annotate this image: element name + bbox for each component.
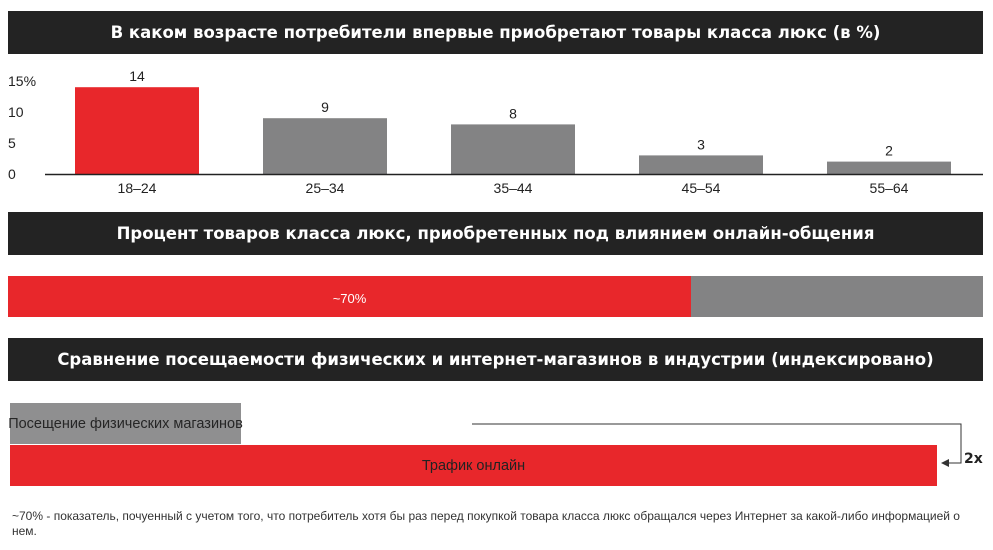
bar-35–44 — [451, 124, 575, 174]
bar-45–54 — [639, 155, 763, 174]
bar-25–34 — [263, 118, 387, 174]
physical-store-visits-bar: Посещение физических магазинов — [8, 403, 243, 444]
x-tick-label: 25–34 — [306, 180, 345, 196]
age-bar-chart: 0 5 10 15% 14 18–24 9 25–34 8 35–44 3 45–54 2 55–64 — [8, 68, 983, 196]
y-tick-label: 15% — [8, 73, 36, 89]
online-influence-label: ~70% — [332, 291, 367, 306]
y-tick-label: 10 — [8, 104, 24, 120]
online-influence-title: Процент товаров класса люкс, приобретенн… — [8, 212, 983, 255]
x-tick-label: 45–54 — [682, 180, 721, 196]
online-influence-fill — [8, 276, 691, 317]
x-tick-label: 18–24 — [118, 180, 157, 196]
online-traffic-bar: Трафик онлайн — [10, 445, 937, 486]
bar-55–64 — [827, 161, 951, 174]
age-chart-title: В каком возрасте потребители впервые при… — [8, 11, 983, 54]
bar-value-label: 8 — [509, 105, 517, 121]
traffic-comparison-title: Сравнение посещаемости физических и инте… — [8, 338, 983, 381]
y-tick-label: 0 — [8, 166, 16, 182]
bar-value-label: 3 — [697, 136, 705, 152]
bracket-arrow-icon — [941, 459, 949, 467]
bar-18–24 — [75, 87, 199, 174]
online-influence-bar: ~70% — [8, 276, 983, 317]
bar-value-label: 9 — [321, 99, 329, 115]
bar-value-label: 14 — [129, 68, 145, 84]
y-tick-label: 5 — [8, 135, 16, 151]
bar-value-label: 2 — [885, 143, 893, 159]
multiplier-label: 2x — [964, 451, 983, 467]
x-tick-label: 55–64 — [870, 180, 909, 196]
footnote: ~70% - показатель, почуенный с учетом то… — [12, 509, 960, 538]
x-tick-label: 35–44 — [494, 180, 533, 196]
